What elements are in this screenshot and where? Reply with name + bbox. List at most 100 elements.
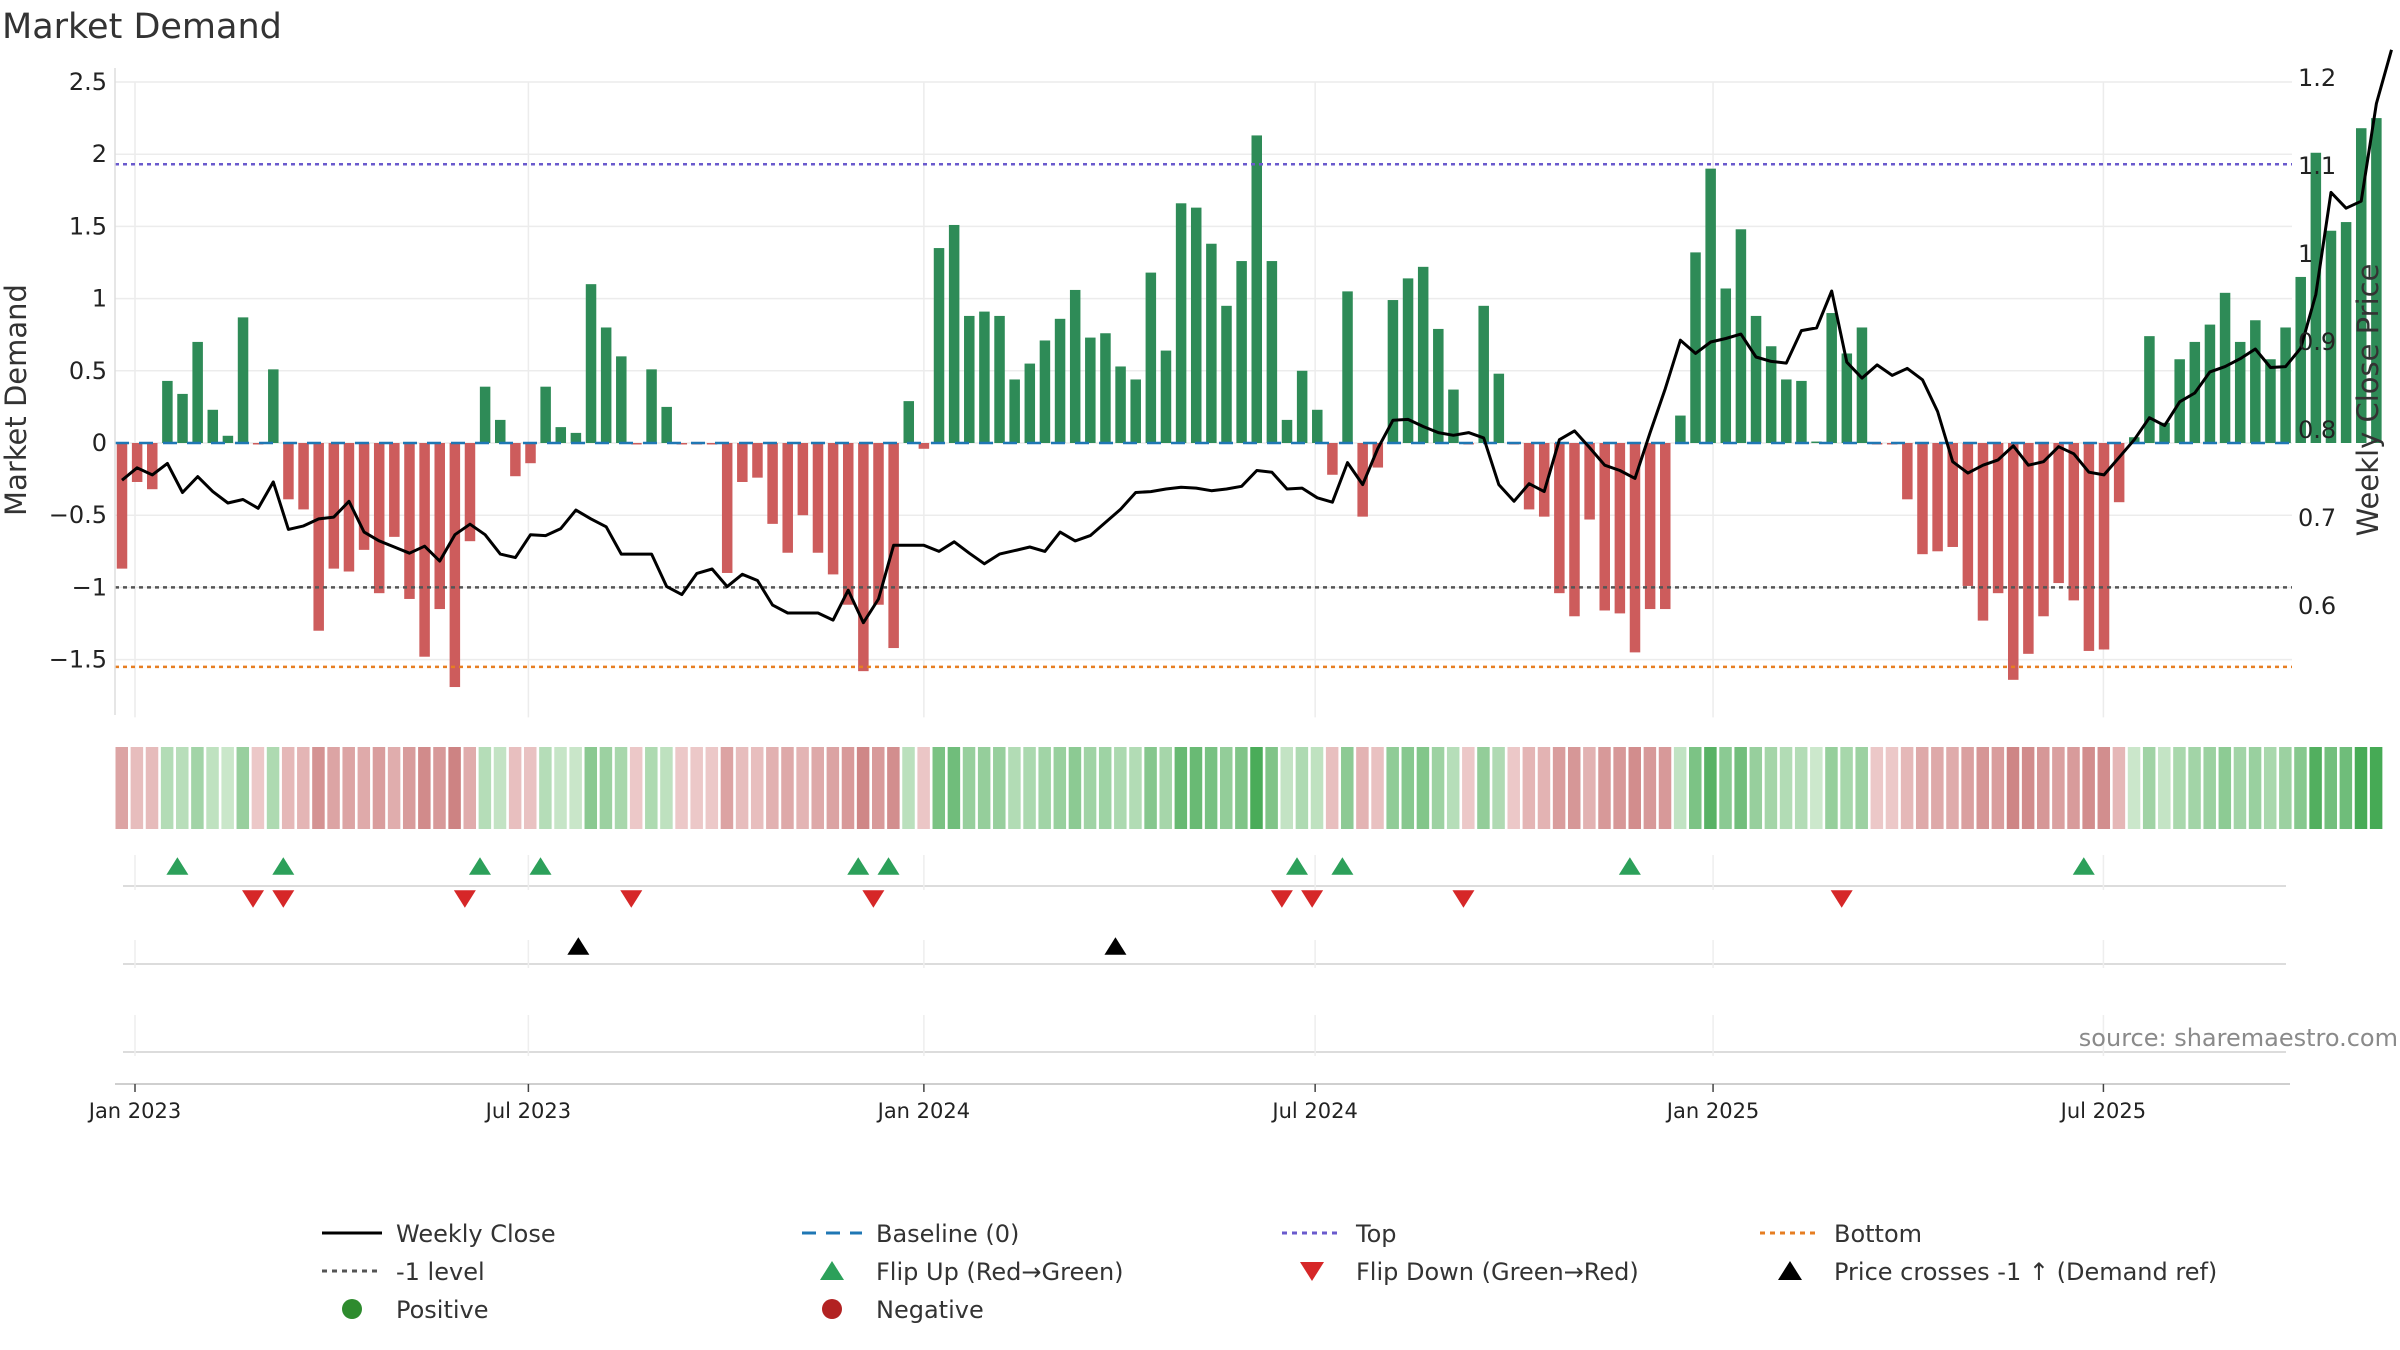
demand-bar — [1100, 333, 1111, 443]
demand-bar — [2371, 118, 2382, 443]
heat-cell — [2263, 747, 2277, 829]
heat-cell — [1083, 747, 1097, 829]
demand-bar — [964, 315, 975, 443]
heat-cell — [750, 747, 764, 829]
legend-label: Top — [1355, 1220, 1397, 1248]
heat-cell — [2006, 747, 2020, 829]
heat-cell — [1583, 747, 1596, 829]
demand-bar — [207, 409, 219, 443]
heat-cell — [1885, 747, 1899, 829]
heat-cell — [1446, 747, 1460, 829]
heat-cell — [690, 747, 703, 829]
demand-bar — [706, 443, 718, 445]
demand-bar — [1629, 443, 1641, 653]
heat-cell — [1976, 747, 1989, 829]
demand-bar — [177, 393, 188, 443]
demand-bar — [1387, 300, 1399, 443]
heat-cell — [1189, 747, 1203, 829]
heat-cell — [2067, 747, 2080, 829]
demand-bar — [525, 443, 536, 464]
heat-cell — [1946, 747, 1959, 829]
heat-cell — [1598, 747, 1611, 829]
demand-bar — [510, 443, 521, 477]
heat-cell — [1552, 747, 1566, 829]
heat-cell — [1734, 747, 1747, 829]
x-axis: Jan 2023 Jul 2023 Jan 2024 Jul 2024 Jan 2025… — [87, 1083, 2290, 1123]
demand-bar — [222, 435, 234, 443]
legend-label: Negative — [876, 1296, 984, 1324]
demand-bar — [2204, 324, 2216, 443]
demand-bar — [1493, 373, 1505, 443]
demand-bar — [2144, 336, 2155, 443]
demand-bar — [2098, 443, 2110, 650]
demand-bar — [2038, 443, 2049, 617]
heat-cell — [1855, 747, 1868, 829]
y-tick-label: −1 — [72, 573, 107, 601]
demand-bar — [313, 443, 324, 631]
demand-bar — [1251, 135, 1262, 444]
y2-tick-label: 0.9 — [2298, 328, 2336, 356]
y2-tick-label: 0.7 — [2298, 504, 2336, 532]
demand-bar — [1660, 443, 1671, 610]
demand-bar — [1069, 289, 1081, 443]
heat-cell — [1522, 747, 1536, 829]
flip-up-marker — [847, 857, 870, 875]
demand-bar — [1599, 443, 1610, 611]
heat-cell — [826, 747, 840, 829]
x-tick-label: Jan 2025 — [1665, 1099, 1760, 1123]
heat-cell — [1068, 747, 1082, 829]
heat-cell — [1643, 747, 1657, 829]
y-axis: 2.5 2 1.5 1 0.5 0 −0.5 −1 −1.5 — [49, 68, 116, 715]
heat-cell — [1915, 747, 1929, 829]
weekly-close-series — [121, 49, 2393, 625]
heat-cell — [1295, 747, 1309, 829]
heat-cell — [1053, 747, 1067, 829]
heat-cell — [115, 747, 128, 829]
demand-bar — [1266, 261, 1278, 443]
heat-cell — [402, 747, 416, 829]
demand-bar — [2068, 443, 2080, 601]
demand-bar — [2053, 443, 2064, 584]
price-cross-marker — [567, 937, 590, 955]
flip-down-marker — [453, 890, 476, 908]
heat-cell — [1673, 747, 1687, 829]
demand-bar — [404, 443, 415, 599]
flip-down-marker — [242, 890, 265, 908]
legend-item: Negative — [822, 1296, 984, 1324]
heat-cell — [872, 747, 885, 829]
demand-bar — [162, 380, 173, 443]
heat-cell — [2339, 747, 2353, 829]
heat-cell — [902, 747, 915, 829]
y-tick-label: 0.5 — [69, 357, 107, 385]
heat-cell — [1356, 747, 1369, 829]
demand-bar — [585, 284, 597, 443]
heat-cell — [342, 747, 355, 829]
demand-bar — [1917, 443, 1928, 555]
heat-cell — [1159, 747, 1172, 829]
flip-down-marker — [1270, 890, 1293, 908]
demand-bar — [721, 443, 733, 573]
heat-cell — [932, 747, 946, 829]
heat-cell — [312, 747, 325, 829]
demand-bar — [812, 443, 824, 553]
main-gridlines — [115, 81, 2292, 718]
demand-bar — [343, 443, 355, 572]
demand-bar — [1085, 337, 1096, 443]
demand-bar — [1811, 441, 1822, 444]
legend-label: Flip Up (Red→Green) — [876, 1258, 1124, 1286]
legend-label: Flip Down (Green→Red) — [1356, 1258, 1639, 1286]
flip-up-marker — [1286, 857, 1309, 875]
heat-cell — [2158, 747, 2171, 829]
demand-bar — [1750, 315, 1762, 443]
legend-label: Bottom — [1834, 1220, 1922, 1248]
demand-bar — [358, 443, 370, 550]
heat-cell — [1023, 747, 1036, 829]
demand-bar — [1690, 252, 1701, 443]
demand-bar — [797, 443, 809, 516]
demand-bar — [1705, 168, 1716, 443]
y-tick-label: 1 — [92, 285, 107, 313]
heat-cell — [675, 747, 688, 829]
demand-bar — [2023, 443, 2034, 654]
heat-cell — [1658, 747, 1672, 829]
